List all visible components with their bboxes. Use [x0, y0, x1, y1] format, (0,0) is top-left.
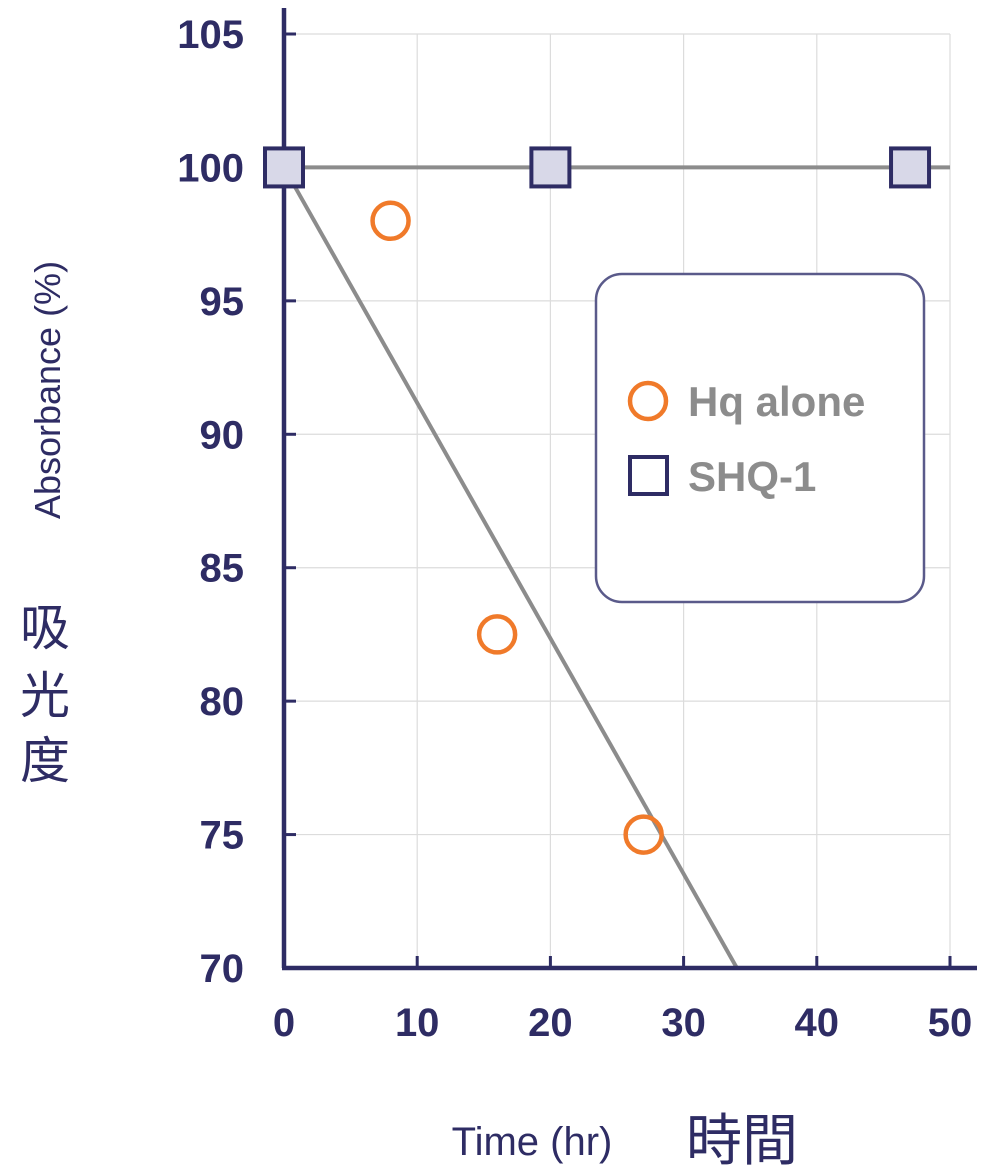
x-tick-label: 10 — [395, 1001, 440, 1045]
y-axis-label-cjk-char-1: 吸 — [20, 599, 70, 657]
legend-marker-hq-alone — [627, 380, 669, 422]
data-point-hq-alone — [623, 814, 664, 855]
y-tick-label: 105 — [177, 13, 244, 57]
data-point-shq-1 — [889, 146, 932, 189]
y-tick-label: 70 — [200, 947, 245, 991]
x-tick-label: 0 — [273, 1001, 295, 1045]
y-tick-label: 100 — [177, 146, 244, 190]
y-tick-label: 95 — [200, 280, 245, 324]
data-point-shq-1 — [263, 146, 305, 189]
x-tick-label: 30 — [661, 1001, 706, 1045]
legend-marker-shq-1 — [628, 455, 669, 496]
y-tick-label: 75 — [200, 814, 245, 858]
legend-label-shq-1: SHQ-1 — [688, 453, 816, 500]
legend-label-hq-alone: Hq alone — [688, 378, 865, 425]
x-tick-label: 50 — [928, 1001, 973, 1045]
y-axis-label-cjk-char-3: 度 — [20, 732, 70, 790]
data-point-hq-alone — [370, 200, 411, 242]
y-axis-label-cjk-char-2: 光 — [20, 667, 70, 725]
data-point-hq-alone — [476, 614, 518, 655]
y-tick-label: 85 — [200, 547, 245, 591]
y-tick-label: 80 — [200, 680, 245, 724]
y-axis-label: Absorbance (%) — [27, 261, 68, 519]
y-axis-label-cjk: 吸 光 度 — [20, 599, 70, 790]
x-axis-label-cjk: 時間 — [686, 1109, 798, 1171]
data-points — [263, 146, 932, 855]
x-tick-label: 20 — [528, 1001, 573, 1045]
y-tick-labels: 70 75 80 85 90 95 100 105 — [177, 13, 244, 991]
y-tick-label: 90 — [200, 413, 245, 457]
legend-box — [594, 272, 926, 604]
x-tick-labels: 0 10 20 30 40 50 — [273, 1001, 972, 1045]
x-tick-label: 40 — [795, 1001, 840, 1045]
x-axis-label: Time (hr) — [452, 1120, 613, 1164]
data-point-shq-1 — [529, 146, 572, 189]
legend: Hq alone SHQ-1 — [594, 272, 926, 604]
